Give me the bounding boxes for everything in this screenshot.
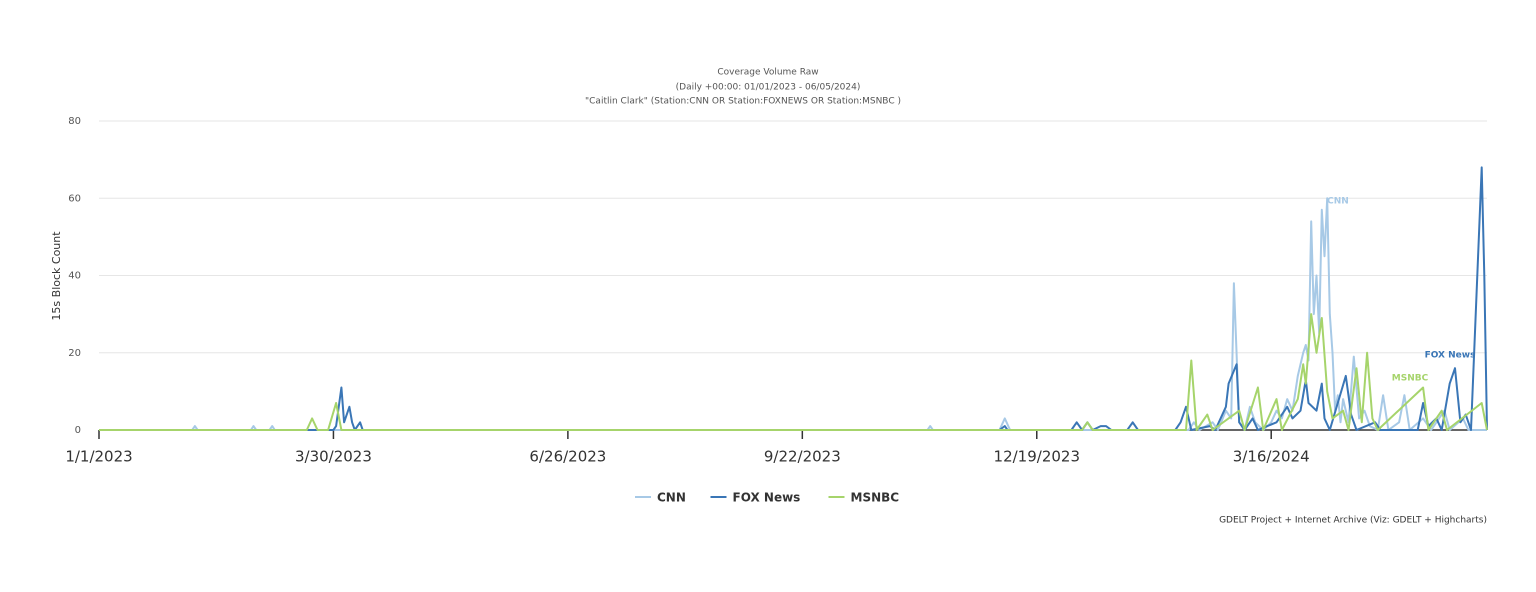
- y-tick-label: 0: [75, 425, 81, 436]
- credits: GDELT Project + Internet Archive (Viz: G…: [1219, 516, 1487, 526]
- x-tick-label: 3/30/2023: [295, 448, 372, 466]
- chart-title: Coverage Volume Raw: [717, 68, 818, 78]
- y-tick-label: 20: [68, 348, 81, 359]
- series-label: MSNBC: [1392, 374, 1429, 384]
- legend-label: CNN: [657, 491, 686, 505]
- x-tick-label: 9/22/2023: [764, 448, 841, 466]
- x-tick-label: 6/26/2023: [529, 448, 606, 466]
- x-tick-label: 12/19/2023: [994, 448, 1080, 466]
- chart-subtitle: (Daily +00:00: 01/01/2023 - 06/05/2024): [676, 83, 861, 93]
- series-line: [99, 197, 1487, 431]
- series-line: [99, 166, 1488, 431]
- legend-label: MSNBC: [851, 491, 900, 505]
- x-tick-label: 1/1/2023: [65, 448, 132, 466]
- legend-label: FOX News: [733, 491, 801, 505]
- y-tick-label: 60: [68, 193, 81, 204]
- series-label: FOX News: [1425, 351, 1476, 361]
- series-line: [99, 313, 1488, 431]
- x-tick-label: 3/16/2024: [1233, 448, 1310, 466]
- y-tick-label: 40: [68, 271, 81, 282]
- series-label: CNN: [1327, 197, 1349, 207]
- chart-query: "Caitlin Clark" (Station:CNN OR Station:…: [585, 97, 901, 107]
- y-axis-label: 15s Block Count: [50, 231, 63, 321]
- y-tick-label: 80: [68, 116, 81, 127]
